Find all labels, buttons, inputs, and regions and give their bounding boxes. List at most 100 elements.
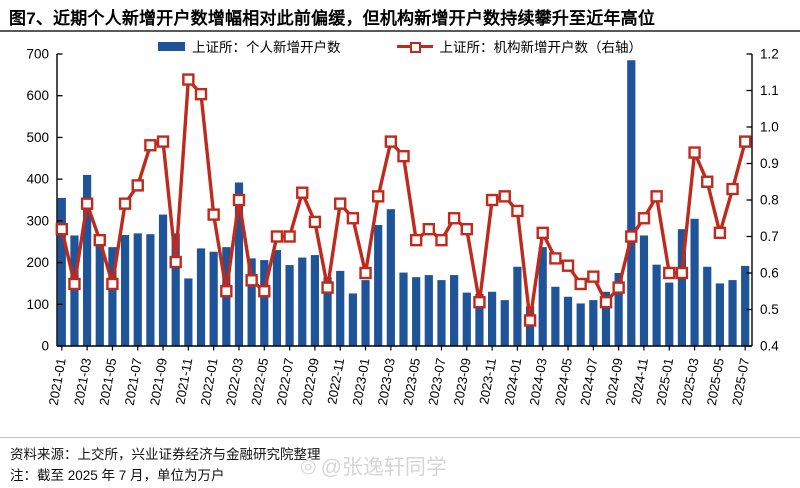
watermark-text: @张逸轩同学 [320,456,447,479]
unit-note: 注：截至 2025 年 7 月，单位为万户 [10,468,225,483]
line-marker [739,135,752,148]
bar [462,292,471,346]
bar [336,270,345,346]
right-axis-label: 0.7 [760,229,779,244]
x-axis-label: 2023-09 [451,357,474,407]
bar [551,286,560,346]
bar [627,60,636,346]
line-marker [511,204,524,218]
x-axis-label: 2022-11 [324,357,347,406]
left-axis-label: 500 [26,130,49,145]
right-axis-label: 1.0 [760,120,779,135]
legend-label-institutional: 上证所：机构新增开户数（右轴） [439,40,643,55]
line-marker [612,281,625,294]
bar [601,291,611,346]
right-axis-label: 0.4 [760,339,779,354]
bar [83,174,92,346]
x-axis-label: 2021-01 [46,357,69,407]
line-marker [182,73,195,86]
line-marker [106,277,119,291]
x-axis-label: 2023-05 [400,357,423,407]
bar [399,272,408,346]
line-marker [131,179,144,192]
line-marker [561,259,575,272]
bar [424,275,433,346]
x-axis-label: 2023-07 [425,357,448,407]
line-marker [574,277,587,291]
line-marker [346,212,360,225]
bar [120,235,130,346]
left-axis-label: 200 [26,255,49,270]
left-axis-label: 600 [26,88,49,103]
bar [171,233,180,346]
bar [285,265,294,346]
bar [348,293,357,346]
x-axis-label: 2025-07 [729,357,752,407]
source-note: 资料来源：上交所，兴业证券经济与金融研究院整理 [10,447,321,462]
bar-swatch-icon [158,41,185,51]
line-marker [726,182,739,196]
line-swatch-square [409,41,421,53]
line-marker [169,255,182,269]
line-marker [232,193,246,207]
line-marker [93,233,106,247]
line-marker [485,193,499,207]
left-axis-label: 700 [26,47,49,62]
bar [272,250,282,346]
bar [475,293,484,346]
line-marker [359,266,372,280]
line-marker [523,314,537,327]
line-marker [663,266,676,280]
bar [184,278,193,346]
line-marker [296,186,309,199]
x-axis-label: 2024-07 [577,357,600,407]
bar [158,214,168,346]
line-marker [384,135,398,148]
right-axis-label: 1.1 [760,83,779,98]
bar [715,283,724,346]
right-axis-label: 0.5 [760,302,779,317]
line-marker [283,230,296,243]
bar [690,218,699,346]
line-marker [409,233,423,247]
line-marker [688,146,701,159]
bar [437,280,446,346]
x-axis-label: 2021-03 [71,357,94,407]
line-marker [625,230,638,243]
x-axis-label: 2024-09 [603,357,626,407]
line-marker [713,226,727,240]
right-axis-label: 1.2 [760,47,779,62]
line-marker [599,296,613,309]
bar [108,247,117,346]
line-marker [371,190,385,203]
line-marker [270,230,284,243]
line-marker [118,197,132,210]
legend-item-institutional: 上证所：机构新增开户数（右轴） [396,36,643,56]
bar [500,300,509,346]
line-marker [701,175,714,188]
line-marker [194,87,208,101]
line-marker [156,135,170,148]
line-marker [397,149,410,163]
bar [614,273,623,346]
x-axis-label: 2022-01 [198,357,221,407]
line-marker [55,222,68,236]
bar [209,251,218,346]
bar [728,280,737,346]
figure-header: 图7、近期个人新增开户数增幅相对此前偏缓，但机构新增开户数持续攀升至近年高位 [0,0,800,32]
bar [323,277,332,346]
line-marker [308,215,322,229]
bar [133,233,142,346]
bar [386,209,395,346]
line-marker [650,190,663,203]
left-axis-label: 0 [41,339,49,354]
bar [310,255,320,346]
bar [70,235,79,346]
x-axis-label: 2024-05 [552,357,575,407]
line-marker [258,285,271,298]
legend-item-individual: 上证所：个人新增开户数 [158,36,341,56]
line-marker [80,197,94,210]
x-axis-label: 2025-01 [653,357,676,407]
bar [538,247,547,346]
